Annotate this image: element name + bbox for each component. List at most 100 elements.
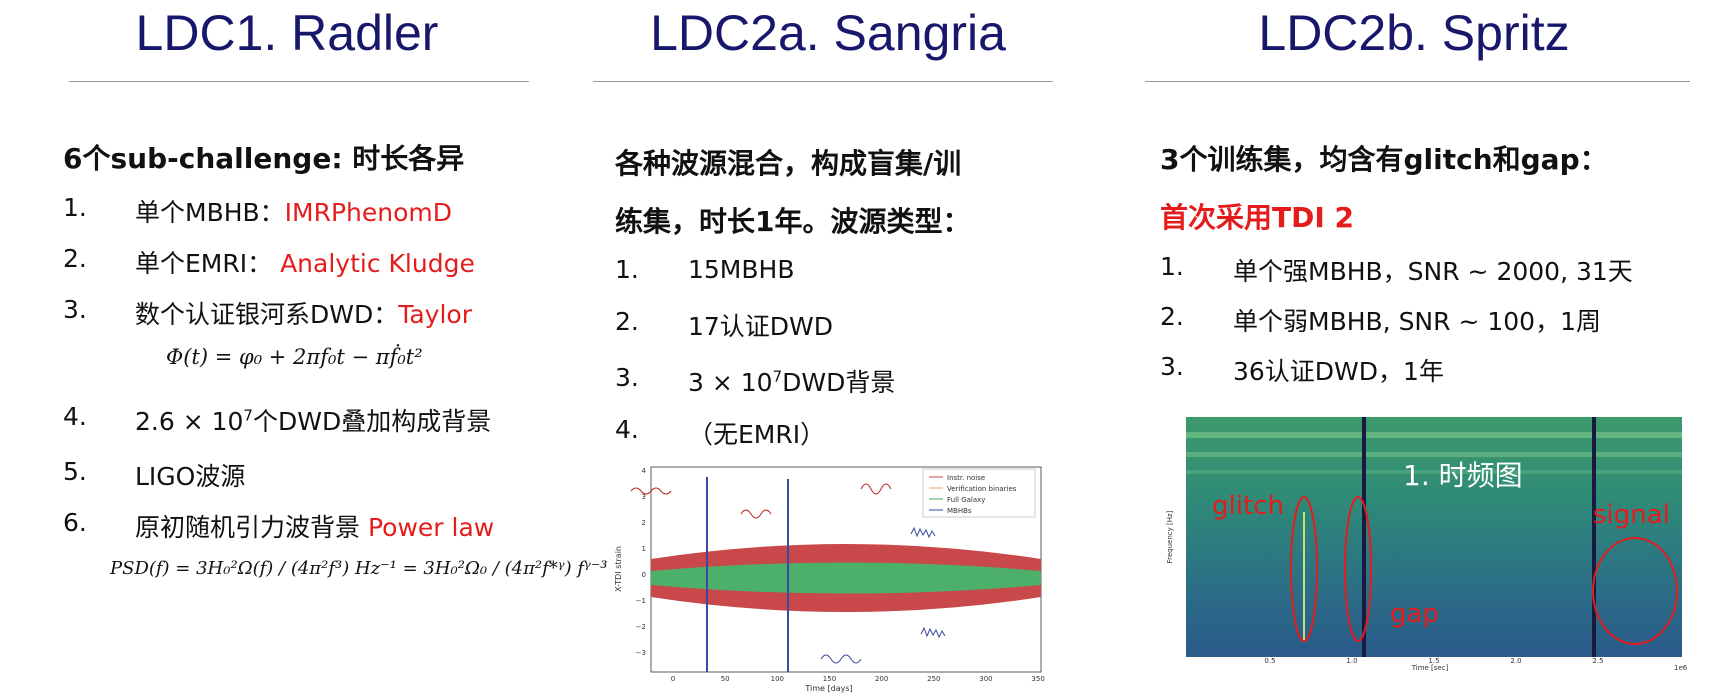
band [1186,452,1682,457]
legend-label: Full Galaxy [947,496,985,504]
inset-trace [860,483,892,495]
item-highlight: Taylor [398,300,473,329]
item-text: 单个强MBHB，SNR ~ 2000, 31天 [1233,257,1633,286]
column-title: LDC1. Radler [135,5,439,61]
item-number: 1. [615,255,639,284]
x-tick-label: 300 [979,675,992,683]
item-text: 个DWD叠加构成背景 [252,407,492,436]
item-number: 5. [63,457,87,486]
rule [69,81,529,82]
x-tick-label: 0 [671,675,675,683]
item-text: 单个MBHB： [135,198,285,227]
y-tick-label: −2 [636,623,646,631]
x-exponent: 1e6 [1674,664,1688,672]
inset-trace [920,626,946,639]
item-text: 36认证DWD，1年 [1233,357,1444,386]
item: 单个EMRI： Analytic Kludge [135,244,475,280]
glitch-circle [1290,496,1318,642]
item-text: 数个认证银河系DWD： [135,300,399,329]
column-title: LDC2b. Spritz [1258,5,1570,61]
gap-line [1592,417,1596,657]
heading: 6个sub-challenge: 时长各异 [63,142,465,175]
verification-band [651,562,1041,594]
item-number: 6. [63,508,87,537]
y-tick-label: 2 [642,519,646,527]
superscript: 7 [243,406,253,425]
y-ticks: 4 3 2 1 0 −1 −2 −3 [636,467,647,657]
item-highlight: Analytic Kludge [280,249,475,278]
gap-line [1362,417,1366,657]
item: 原初随机引力波背景 Power law [135,508,494,544]
item-text: 2.6 × 10 [135,407,244,436]
x-tick-label: 350 [1031,675,1044,683]
y-axis-label: Frequency [Hz] [1166,510,1174,563]
heading: 3个训练集，均含有glitch和gap： [1160,143,1608,176]
y-tick-label: 0 [642,571,646,579]
item-number: 3. [615,363,639,392]
item-number: 2. [615,307,639,336]
inset-trace [820,654,862,664]
band [1186,470,1682,474]
x-ticks: 0.5 1.0 1.5 2.0 2.5 [1264,657,1603,665]
item-text: 15MBHB [688,255,795,284]
item-text: DWD背景 [782,368,896,397]
item-highlight: IMRPhenomD [284,198,453,227]
item-number: 3. [63,295,87,324]
item-text: （无EMRI） [688,420,826,449]
x-tick-label: 1.5 [1428,657,1439,665]
item-text: 单个EMRI： [135,249,273,278]
signal-circle [1592,537,1678,645]
x-ticks: 0 50 100 150 200 250 300 350 [671,675,1045,683]
y-tick-label: −1 [636,597,646,605]
y-tick-label: 4 [642,467,647,475]
y-tick-label: −3 [636,649,646,657]
band [1186,432,1682,438]
x-tick-label: 250 [927,675,940,683]
x-tick-label: 200 [875,675,888,683]
annotation: gap [1390,599,1439,629]
item-text: 原初随机引力波背景 [135,513,361,542]
x-tick-label: 1.0 [1346,657,1357,665]
item-number: 1. [1160,252,1184,281]
legend-entries: Instr. noise Verification binaries Full Ga… [929,474,1017,515]
x-tick-label: 50 [721,675,730,683]
legend-label: Instr. noise [947,474,985,482]
item: 数个认证银河系DWD：Taylor [135,295,472,331]
item-number: 2. [63,244,87,273]
legend [922,468,1036,518]
x-tick-label: 100 [771,675,784,683]
heading: 各种波源混合，构成盲集/训 [615,147,962,180]
formula: PSD(f) = 3H₀²Ω(f) / (4π²f³) Hz⁻¹ = 3H₀²Ω… [110,558,656,579]
y-tick-label: 3 [642,493,646,501]
item-number: 4. [63,402,87,431]
legend-label: MBHBs [947,507,972,515]
column-title: LDC2a. Sangria [650,5,1006,61]
item: 2.6 × 107个DWD叠加构成背景 [135,402,491,438]
rule [593,81,1053,82]
x-axis-label: Time [sec] [1411,664,1449,672]
y-axis-label: X-TDI strain [614,546,623,592]
item-number: 3. [1160,352,1184,381]
figure-caption: 1. 时频图 [1403,459,1523,492]
annotation: signal [1593,500,1670,530]
subheading: 首次采用TDI 2 [1160,201,1354,234]
inset-trace [630,487,672,495]
legend-label: Verification binaries [947,485,1017,493]
item-text: 3 × 10 [688,368,773,397]
annotation: glitch [1212,491,1284,521]
item-text: 单个弱MBHB, SNR ~ 100，1周 [1233,307,1601,336]
item: 单个MBHB：IMRPhenomD [135,193,452,229]
formula: Φ(t) = φ₀ + 2πf₀t − πḟ₀t² [166,345,423,369]
item-number: 1. [63,193,87,222]
time-series-figure: Instr. noise Verification binaries Full Ga… [611,459,1047,695]
gap-circle [1344,496,1372,642]
item-highlight: Power law [367,513,495,542]
x-axis-label: Time [days] [804,684,852,693]
x-tick-label: 2.5 [1592,657,1603,665]
y-tick-label: 1 [642,545,646,553]
item-text: LIGO波源 [135,462,246,491]
inset-trace [910,526,936,539]
item-number: 2. [1160,302,1184,331]
item-number: 4. [615,415,639,444]
